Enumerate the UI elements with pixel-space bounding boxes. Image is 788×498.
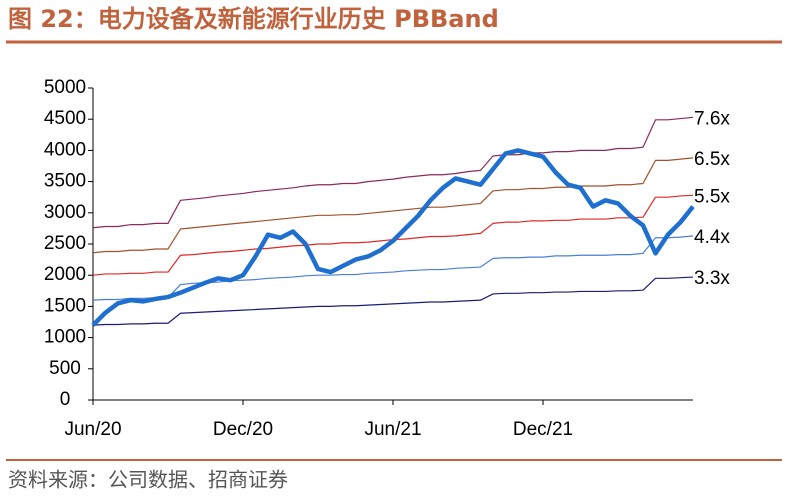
y-tick-label: 500 (49, 358, 81, 379)
band-line (92, 157, 694, 254)
y-tick-label: 4000 (44, 139, 86, 160)
y-tick-label: 2000 (44, 264, 86, 285)
y-tick-label: 1500 (44, 295, 86, 316)
band-line (92, 194, 694, 276)
band-line (92, 276, 694, 326)
band-line (92, 235, 694, 301)
band-label: 5.5x (694, 186, 730, 207)
band-line (92, 116, 694, 229)
y-tick-label: 3000 (44, 202, 86, 223)
y-tick-label: 0 (60, 389, 71, 410)
x-tick-label: Dec/20 (213, 419, 273, 440)
band-label: 3.3x (694, 268, 730, 289)
y-tick-label: 3500 (44, 171, 86, 192)
band-label: 7.6x (694, 108, 730, 129)
y-tick-label: 4500 (44, 108, 86, 129)
chart-title: 图 22：电力设备及新能源行业历史 PBBand (8, 5, 499, 33)
band-label: 4.4x (694, 227, 730, 248)
x-tick-label: Jun/20 (64, 419, 121, 440)
y-tick-label: 5000 (44, 77, 86, 98)
pb-line (91, 148, 695, 327)
y-tick-label: 1000 (44, 327, 86, 348)
x-tick-label: Jun/21 (364, 419, 421, 440)
band-label: 6.5x (694, 149, 730, 170)
y-tick-label: 2500 (44, 233, 86, 254)
x-tick-label: Dec/21 (513, 419, 573, 440)
source-note: 资料来源：公司数据、招商证券 (8, 468, 288, 492)
